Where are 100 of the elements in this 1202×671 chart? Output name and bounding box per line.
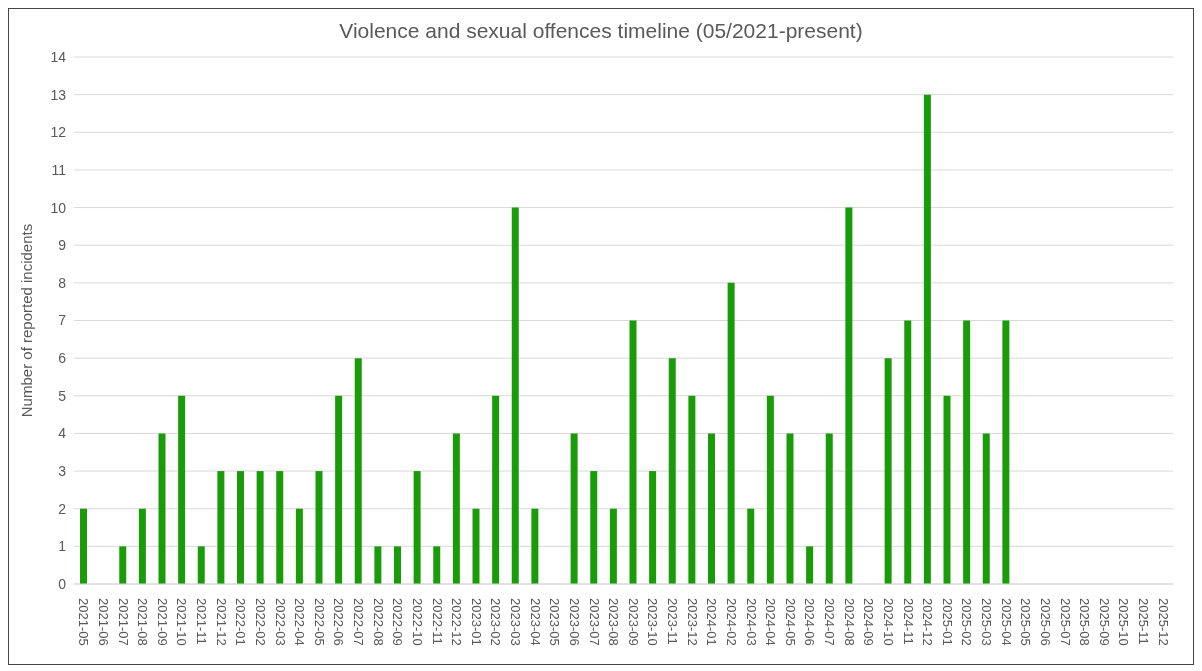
x-tick-label: 2021-06	[95, 598, 111, 646]
x-tick-label: 2025-08	[1077, 598, 1093, 646]
x-tick-label: 2022-01	[233, 598, 249, 646]
chart-title: Violence and sexual offences timeline (05/2021-present)	[338, 18, 864, 44]
y-tick-label: 7	[58, 312, 67, 329]
y-tick-label: 2	[58, 500, 67, 517]
bar	[433, 546, 441, 584]
bar	[963, 320, 971, 584]
bar	[708, 433, 715, 584]
bar	[766, 395, 774, 584]
bar	[492, 395, 500, 584]
bar	[786, 433, 794, 584]
x-tick-label: 2022-12	[449, 598, 465, 646]
x-tick-label: 2023-03	[508, 598, 524, 646]
bar	[531, 508, 539, 584]
bar	[884, 358, 892, 584]
x-tick-label: 2024-01	[704, 598, 720, 646]
x-tick-label: 2021-08	[135, 598, 151, 646]
x-tick-label: 2025-10	[1116, 598, 1132, 646]
bar	[806, 546, 814, 584]
bar	[197, 546, 205, 584]
bar	[472, 508, 480, 584]
x-tick-label: 2023-06	[566, 598, 582, 646]
x-tick-label: 2022-02	[252, 598, 268, 646]
x-tick-label: 2023-05	[547, 598, 563, 646]
x-tick-label: 2024-05	[782, 598, 798, 646]
y-tick-label: 6	[58, 350, 67, 367]
x-tick-label: 2024-08	[841, 598, 857, 646]
bar	[138, 508, 146, 584]
x-tick-label: 2024-04	[763, 598, 779, 646]
bar	[237, 471, 244, 584]
bar	[904, 320, 912, 584]
bar	[688, 395, 696, 584]
x-tick-label: 2023-11	[665, 598, 681, 645]
bar	[413, 471, 421, 584]
x-tick-label: 2022-06	[331, 598, 347, 646]
x-tick-label: 2025-02	[959, 598, 975, 646]
bar	[943, 395, 951, 584]
bar	[1002, 320, 1010, 584]
x-tick-label: 2022-08	[370, 598, 386, 646]
bar	[394, 546, 401, 584]
bar	[295, 508, 303, 584]
x-tick-label: 2021-12	[213, 598, 229, 646]
y-tick-label: 4	[58, 425, 67, 442]
bar	[511, 207, 519, 584]
bar	[727, 282, 735, 584]
x-tick-label: 2022-05	[311, 598, 327, 646]
bar	[80, 508, 87, 584]
x-tick-label: 2024-02	[723, 598, 739, 646]
y-tick-label: 1	[58, 538, 67, 555]
y-axis-title: Number of reported incidents	[18, 223, 36, 418]
x-tick-label: 2023-12	[684, 598, 700, 646]
x-tick-label: 2024-07	[822, 598, 838, 646]
x-tick-label: 2023-07	[586, 598, 602, 646]
x-tick-label: 2025-06	[1037, 598, 1053, 646]
x-tick-label: 2023-09	[625, 598, 641, 646]
x-tick-label: 2023-08	[606, 598, 622, 646]
x-tick-label: 2024-09	[861, 598, 877, 646]
bar	[747, 508, 755, 584]
y-tick-label: 8	[58, 274, 67, 291]
bar	[335, 395, 343, 584]
x-tick-label: 2025-05	[1018, 598, 1034, 646]
bar	[158, 433, 166, 584]
bar	[570, 433, 578, 584]
bar	[609, 508, 617, 584]
y-tick-label: 0	[58, 575, 67, 592]
y-tick-label: 3	[58, 463, 67, 480]
bar	[276, 471, 284, 584]
bar	[119, 546, 127, 584]
x-tick-label: 2023-02	[488, 598, 504, 646]
y-tick-label: 14	[50, 48, 67, 65]
x-tick-label: 2021-09	[154, 598, 170, 646]
x-tick-label: 2023-10	[645, 598, 661, 646]
x-tick-label: 2024-11	[900, 598, 916, 645]
y-tick-label: 13	[50, 86, 67, 103]
x-tick-label: 2025-11	[1136, 598, 1152, 645]
y-tick-label: 11	[51, 161, 67, 178]
y-tick-label: 9	[58, 237, 67, 254]
bar	[178, 395, 186, 584]
bar	[845, 207, 853, 584]
x-tick-label: 2023-01	[468, 598, 484, 646]
x-tick-label: 2024-10	[880, 598, 896, 646]
x-tick-label: 2021-07	[115, 598, 131, 646]
bar	[629, 320, 637, 584]
y-tick-label: 5	[58, 387, 67, 404]
x-tick-label: 2022-03	[272, 598, 288, 646]
bar	[982, 433, 990, 584]
bar	[668, 358, 676, 584]
bar	[354, 358, 362, 584]
y-tick-label: 12	[50, 124, 67, 141]
x-tick-label: 2023-04	[527, 598, 543, 646]
x-tick-label: 2022-10	[409, 598, 425, 646]
x-tick-label: 2025-04	[998, 598, 1014, 646]
bar	[590, 471, 598, 584]
x-tick-label: 2024-12	[920, 598, 936, 646]
x-tick-label: 2021-10	[174, 598, 190, 646]
bar	[374, 546, 382, 584]
x-tick-label: 2024-03	[743, 598, 759, 646]
bar	[649, 471, 657, 584]
bar	[825, 433, 833, 584]
